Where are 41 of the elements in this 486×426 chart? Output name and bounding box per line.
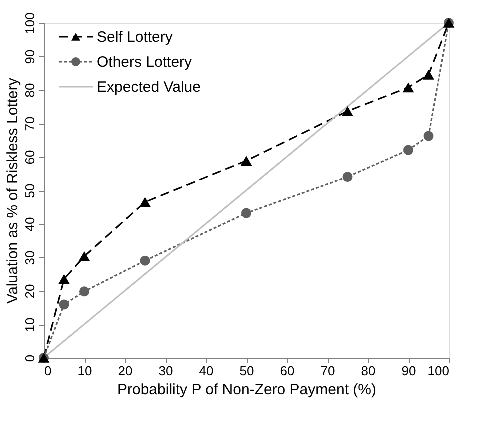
legend-label: Self Lottery <box>97 29 174 46</box>
x-tick-label: 10 <box>78 364 92 378</box>
point <box>140 256 150 266</box>
point <box>240 156 252 166</box>
x-tick-label: 50 <box>240 364 254 378</box>
x-tick-label: 100 <box>428 364 450 378</box>
y-tick-label: 80 <box>22 83 38 98</box>
x-tick-label: 20 <box>118 364 133 378</box>
point <box>402 82 414 93</box>
x-tick-label: 90 <box>402 364 416 378</box>
y-axis-title: Valuation as % of Riskless Lottery <box>4 78 22 304</box>
y-tick-label: 90 <box>22 50 38 64</box>
point <box>424 131 434 142</box>
point <box>78 252 90 262</box>
point <box>140 197 151 208</box>
x-tick-label: 70 <box>320 364 336 378</box>
x-tick-label: 30 <box>158 364 174 378</box>
x-tick-label: 40 <box>199 364 214 378</box>
y-tick-label: 20 <box>22 284 38 299</box>
x-tick-label: 60 <box>280 364 295 378</box>
y-tick-label: 40 <box>22 217 38 232</box>
x-axis-title: Probability P of Non-Zero Payment (%) <box>118 382 376 398</box>
point <box>342 106 354 116</box>
legend-label: Others Lottery <box>97 54 193 71</box>
point <box>80 286 90 297</box>
x-tick-label: 0 <box>44 364 52 378</box>
point <box>242 208 252 218</box>
point <box>423 70 434 80</box>
point <box>404 145 414 156</box>
y-tick-label: 60 <box>22 150 38 165</box>
y-tick-label: 30 <box>22 250 38 266</box>
legend-label: Expected Value <box>97 79 201 96</box>
y-tick-label: 100 <box>22 12 38 34</box>
y-tick-label: 50 <box>22 184 38 198</box>
y-tick-label: 10 <box>22 318 38 332</box>
y-tick-label: 0 <box>22 354 38 362</box>
point <box>58 274 70 284</box>
point <box>59 300 70 310</box>
x-tick-label: 80 <box>361 364 376 378</box>
point <box>342 172 353 182</box>
y-tick-label: 70 <box>22 116 38 132</box>
